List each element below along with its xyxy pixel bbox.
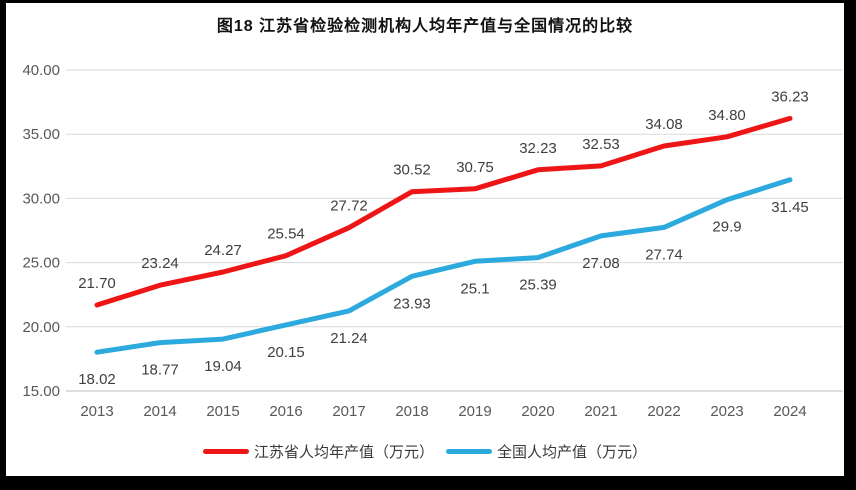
- frame-border-left: [0, 0, 6, 490]
- svg-text:2022: 2022: [647, 403, 680, 420]
- svg-text:25.54: 25.54: [267, 226, 305, 243]
- svg-text:34.80: 34.80: [708, 107, 746, 124]
- svg-text:25.39: 25.39: [519, 277, 557, 294]
- legend-swatch-blue-line: [446, 448, 492, 454]
- svg-text:21.24: 21.24: [330, 330, 368, 347]
- svg-text:27.72: 27.72: [330, 198, 368, 215]
- svg-text:2019: 2019: [458, 403, 491, 420]
- svg-text:2020: 2020: [521, 403, 554, 420]
- svg-text:31.45: 31.45: [771, 199, 809, 216]
- svg-text:34.08: 34.08: [645, 116, 683, 133]
- svg-text:2021: 2021: [584, 403, 617, 420]
- svg-text:36.23: 36.23: [771, 88, 809, 105]
- svg-text:2023: 2023: [710, 403, 743, 420]
- svg-text:20.15: 20.15: [267, 344, 305, 361]
- svg-text:24.27: 24.27: [204, 242, 242, 259]
- svg-text:27.74: 27.74: [645, 246, 683, 263]
- svg-text:30.75: 30.75: [456, 159, 494, 176]
- svg-text:40.00: 40.00: [22, 62, 60, 79]
- svg-text:21.70: 21.70: [78, 275, 116, 292]
- svg-text:20.00: 20.00: [22, 319, 60, 336]
- svg-text:18.02: 18.02: [78, 371, 116, 388]
- svg-text:19.04: 19.04: [204, 358, 242, 375]
- svg-text:30.00: 30.00: [22, 190, 60, 207]
- svg-text:29.9: 29.9: [712, 219, 741, 236]
- legend-item-jiangsu: 江苏省人均年产值（万元）: [202, 441, 434, 462]
- legend-swatch-red-line: [202, 448, 249, 454]
- legend-item-national: 全国人均产值（万元）: [446, 441, 647, 462]
- svg-text:15.00: 15.00: [22, 383, 60, 400]
- svg-text:2014: 2014: [143, 403, 176, 420]
- svg-text:2016: 2016: [269, 403, 302, 420]
- frame-border-top: [0, 0, 856, 3]
- frame-border-right: [844, 0, 856, 490]
- svg-text:2013: 2013: [80, 403, 113, 420]
- svg-text:23.93: 23.93: [393, 295, 431, 312]
- chart-legend: 江苏省人均年产值（万元） 全国人均产值（万元）: [6, 440, 844, 462]
- svg-text:27.08: 27.08: [582, 255, 620, 272]
- svg-text:2017: 2017: [332, 403, 365, 420]
- svg-text:32.23: 32.23: [519, 140, 557, 157]
- svg-text:2015: 2015: [206, 403, 239, 420]
- svg-text:35.00: 35.00: [22, 126, 60, 143]
- svg-text:25.1: 25.1: [460, 280, 489, 297]
- svg-text:23.24: 23.24: [141, 255, 179, 272]
- svg-text:25.00: 25.00: [22, 255, 60, 272]
- svg-text:30.52: 30.52: [393, 162, 431, 179]
- legend-label-jiangsu: 江苏省人均年产值（万元）: [253, 443, 434, 461]
- legend-label-national: 全国人均产值（万元）: [497, 443, 648, 461]
- svg-text:32.53: 32.53: [582, 136, 620, 153]
- frame-border-bottom: [0, 476, 856, 490]
- svg-text:2024: 2024: [773, 403, 806, 420]
- svg-text:18.77: 18.77: [141, 362, 179, 379]
- svg-text:2018: 2018: [395, 403, 428, 420]
- chart-title: 图18 江苏省检验检测机构人均年产值与全国情况的比较: [216, 18, 634, 35]
